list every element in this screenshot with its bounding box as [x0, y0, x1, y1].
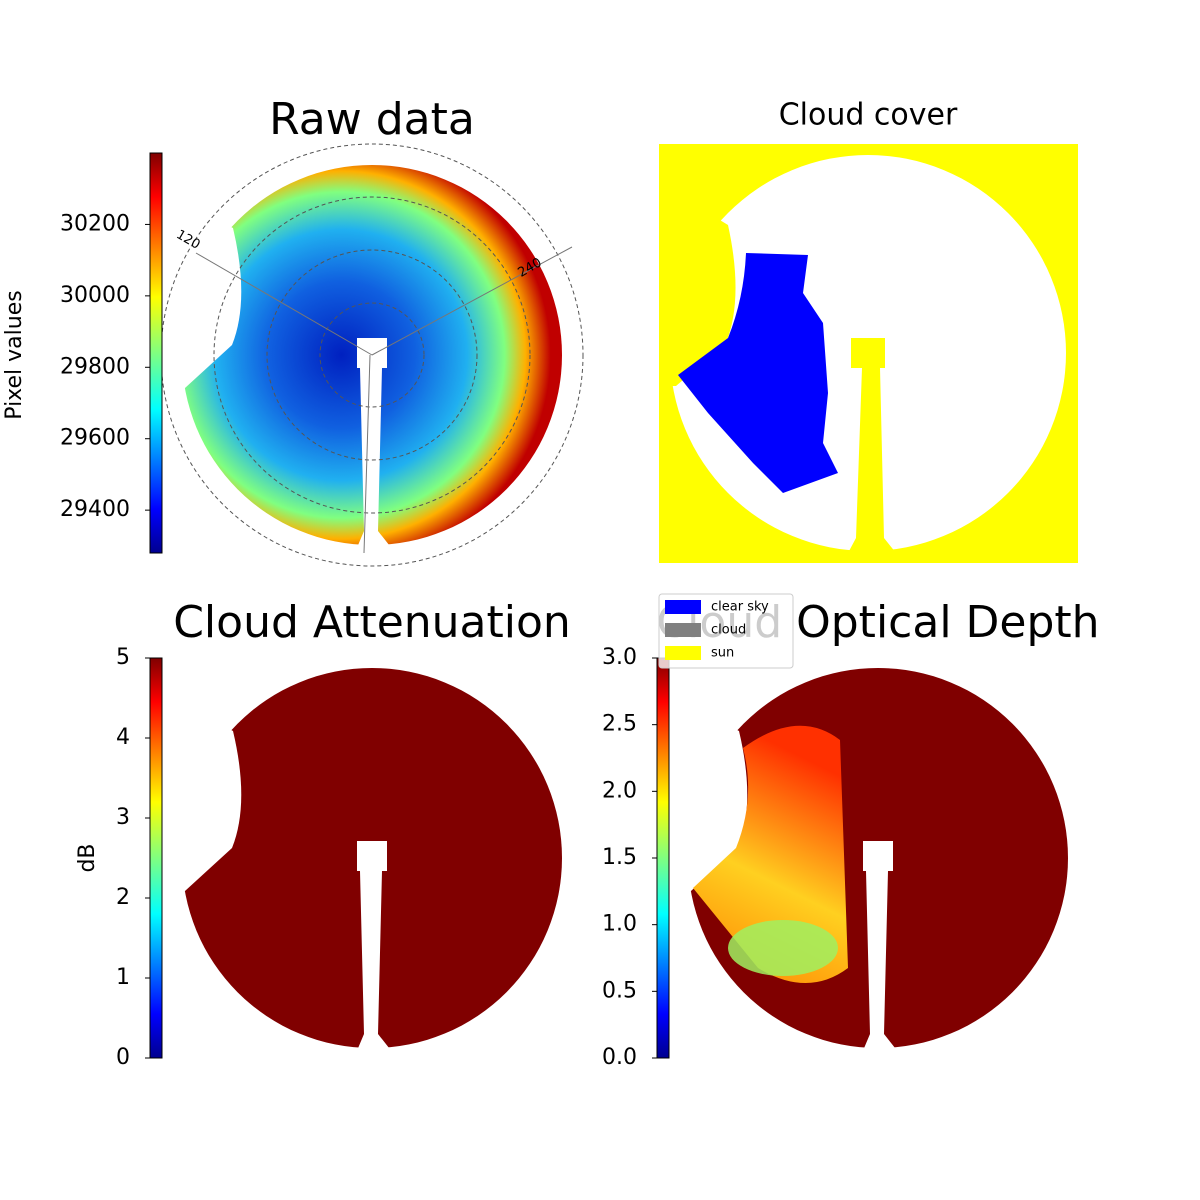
tick-label: 30200 — [60, 211, 130, 236]
clear-sky-region — [678, 253, 838, 493]
axis-label: dB — [75, 843, 100, 872]
tick-label: 2 — [116, 885, 130, 910]
tick-label: 2.0 — [602, 778, 637, 803]
horizon-mask — [659, 183, 736, 386]
sky-image — [172, 668, 562, 1053]
polar-axis — [371, 246, 573, 356]
polar-axis — [195, 252, 373, 356]
tick-label: 29600 — [60, 426, 130, 451]
horizon-mask — [172, 698, 242, 891]
tick-label: 0 — [116, 1045, 130, 1070]
tick-label: 5 — [116, 645, 130, 670]
sun-block — [851, 338, 885, 368]
axis-label: Pixel values — [2, 290, 27, 419]
polar-ring — [213, 196, 531, 514]
legend-label: clear sky — [711, 600, 769, 615]
colorbar — [656, 657, 670, 1059]
polar-ring — [160, 143, 584, 567]
optical-depth-patch — [693, 725, 848, 983]
tick-label: 4 — [116, 725, 130, 750]
legend-label: cloud — [711, 623, 746, 638]
tick-label: 0.0 — [602, 1045, 637, 1070]
panel-title: Cloud Attenuation — [173, 597, 571, 648]
arm-region — [848, 368, 896, 553]
panel-title: Raw data — [269, 94, 475, 145]
tick-label: 1.5 — [602, 845, 637, 870]
sky-image — [678, 668, 1068, 1053]
sun-block — [357, 338, 387, 368]
panel-title: Cloud cover — [779, 98, 958, 133]
polar-ring — [319, 302, 425, 408]
legend-swatch — [665, 646, 701, 660]
polar-axis — [363, 354, 371, 554]
arm-mask — [356, 871, 393, 1053]
optical-depth-core — [728, 920, 838, 976]
legend-swatch — [665, 623, 701, 637]
legend-label: sun — [711, 646, 734, 661]
tick-label: 3.0 — [602, 645, 637, 670]
tick-label: 1.0 — [602, 912, 637, 937]
legend-swatch — [665, 600, 701, 614]
horizon-mask — [678, 698, 748, 891]
colorbar — [149, 152, 163, 554]
sun-block — [357, 841, 387, 871]
tick-label: 3 — [116, 805, 130, 830]
tick-label: 29800 — [60, 354, 130, 379]
tick-label: 30000 — [60, 283, 130, 308]
tick-label: 0.5 — [602, 978, 637, 1003]
sun-block — [863, 841, 893, 871]
colorbar — [149, 657, 163, 1059]
tick-label: 29400 — [60, 497, 130, 522]
tick-label: 1 — [116, 965, 130, 990]
polar-ring — [266, 249, 478, 461]
sky-image — [160, 143, 584, 567]
cloud-cover-image — [659, 144, 1078, 563]
horizon-mask — [172, 195, 242, 388]
tick-label: 2.5 — [602, 712, 637, 737]
arm-mask — [862, 871, 899, 1053]
